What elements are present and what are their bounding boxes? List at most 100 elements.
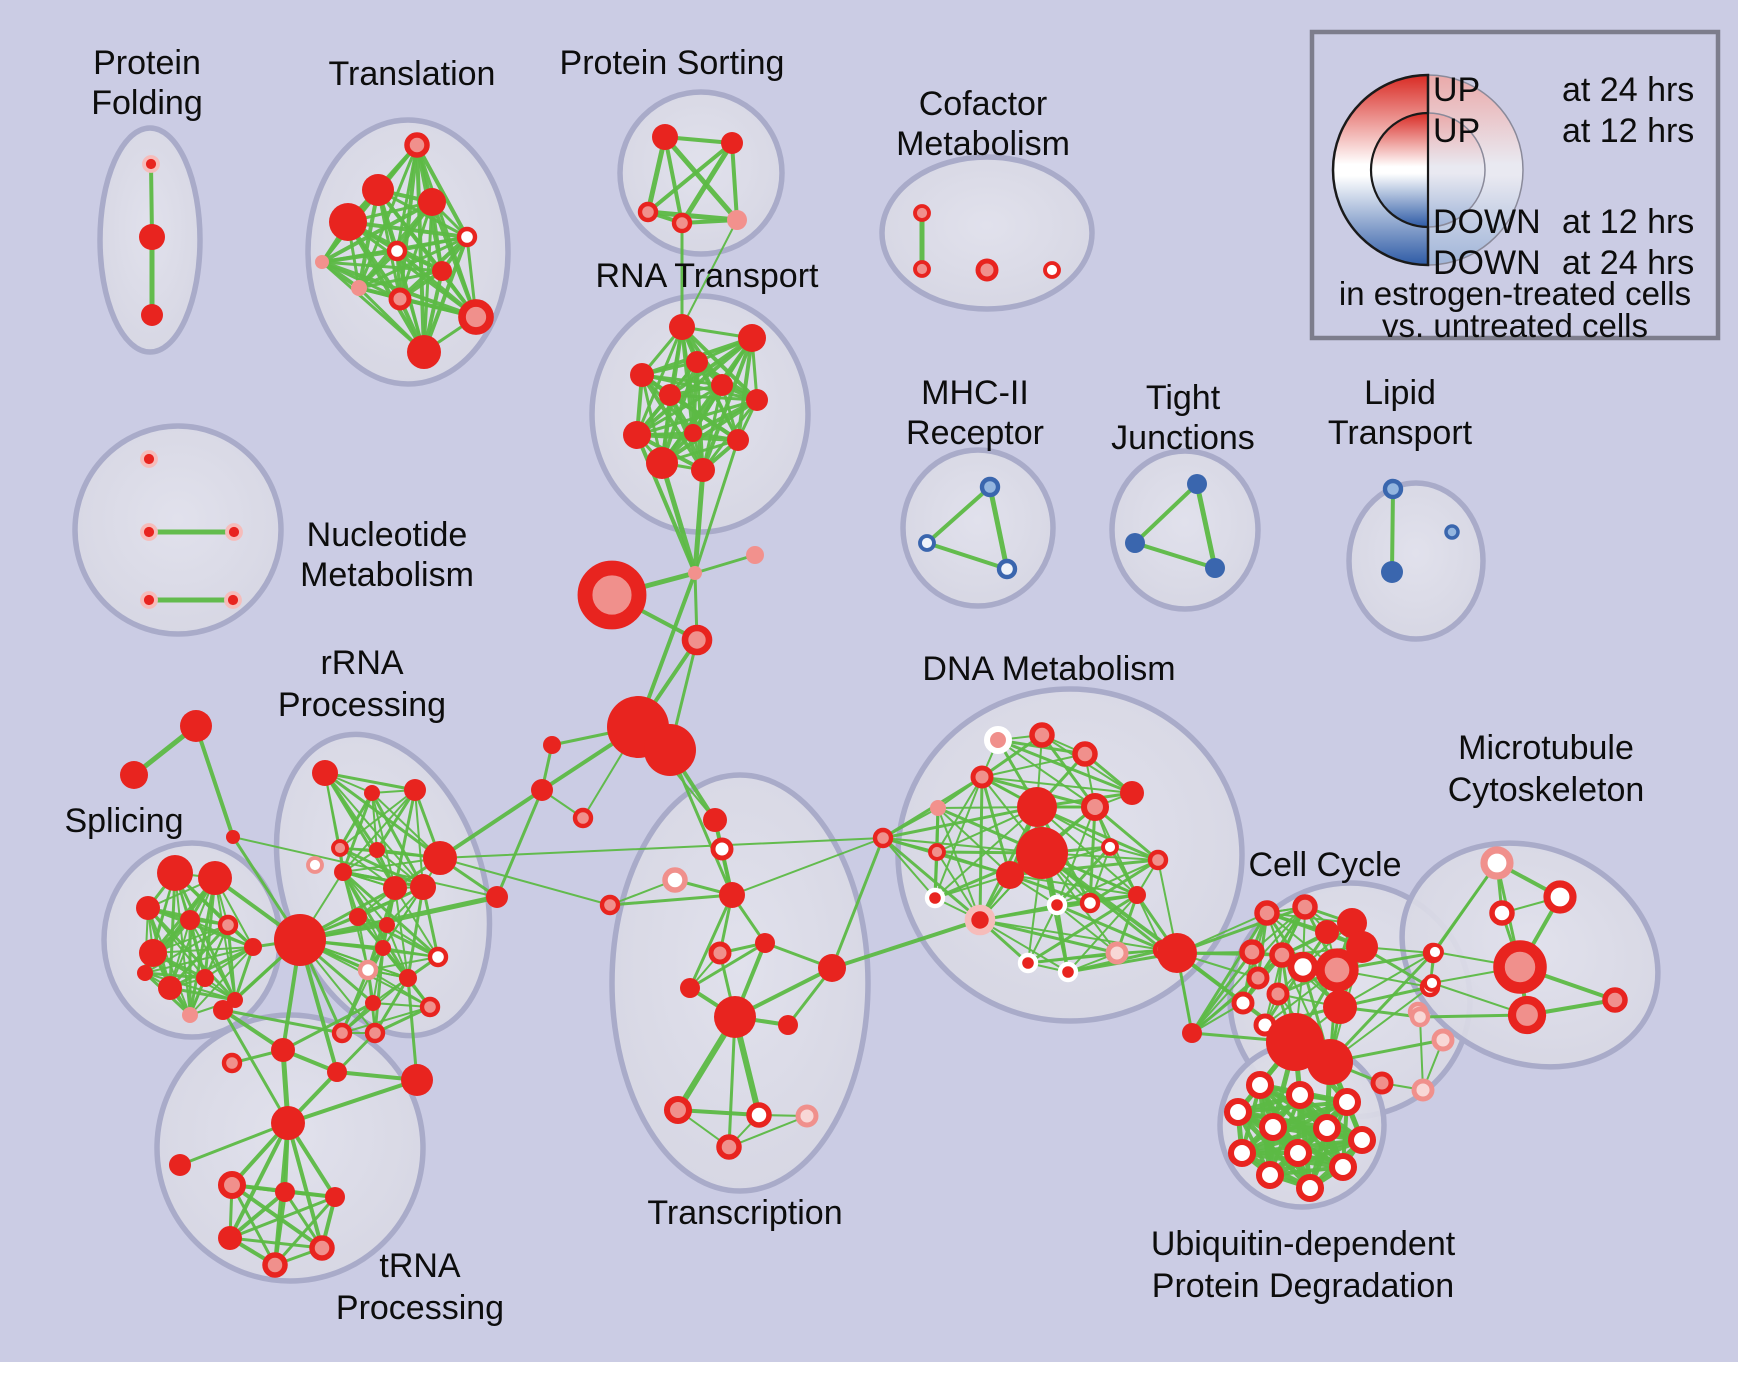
legend-inner-circle-strong bbox=[1369, 111, 1430, 229]
network-node-st2 bbox=[120, 761, 148, 789]
network-node-rr3 bbox=[404, 779, 426, 801]
network-node-ub4 bbox=[1223, 1097, 1253, 1127]
network-node-sp9 bbox=[158, 976, 182, 1000]
network-edge bbox=[692, 467, 706, 576]
network-node-sp7 bbox=[244, 938, 262, 956]
network-node-rt8 bbox=[623, 421, 651, 449]
network-edge bbox=[415, 143, 426, 354]
cluster-ellipse-cofactor-metabolism bbox=[879, 154, 1095, 312]
network-node-rr18 bbox=[419, 996, 441, 1018]
network-node-rt11 bbox=[646, 447, 678, 479]
network-node-tx6 bbox=[755, 933, 775, 953]
network-node-sp6 bbox=[139, 939, 167, 967]
network-edge bbox=[646, 141, 734, 214]
network-edge bbox=[688, 893, 734, 990]
network-node-rr16 bbox=[399, 969, 417, 987]
network-node-pf1 bbox=[142, 155, 160, 173]
network-node-rr9 bbox=[349, 908, 367, 926]
network-edge bbox=[144, 946, 254, 974]
network-edge bbox=[339, 789, 416, 849]
cluster-label-tight-junctions: Tight bbox=[1146, 379, 1221, 417]
cluster-label-cofactor-metabolism: Metabolism bbox=[896, 125, 1070, 163]
network-node-tx15 bbox=[716, 1134, 742, 1160]
cluster-ellipse-tight-junctions bbox=[1109, 448, 1261, 612]
network-node-ub3 bbox=[1332, 1087, 1362, 1117]
network-node-rr6 bbox=[369, 842, 385, 858]
network-node-ub5 bbox=[1258, 1112, 1288, 1142]
cluster-label-rna-transport: RNA Transport bbox=[596, 257, 820, 295]
network-node-ub2 bbox=[1285, 1080, 1315, 1110]
network-node-tn6 bbox=[401, 1064, 433, 1096]
network-edge bbox=[415, 143, 469, 239]
network-edge bbox=[882, 837, 936, 899]
network-edge bbox=[338, 791, 374, 850]
network-node-nm4 bbox=[140, 591, 158, 609]
network-node-rt2 bbox=[738, 324, 766, 352]
network-edge bbox=[663, 135, 684, 225]
network-edge bbox=[393, 788, 417, 890]
cluster-label-transcription: Transcription bbox=[647, 1194, 842, 1232]
network-node-tl2 bbox=[362, 174, 394, 206]
network-node-rr15 bbox=[357, 959, 379, 981]
cluster-ellipse-mhc-ii-receptor bbox=[900, 447, 1056, 609]
network-edge bbox=[934, 806, 1038, 899]
network-node-sp10 bbox=[196, 969, 214, 987]
network-node-sp12 bbox=[182, 1007, 198, 1023]
network-edge bbox=[1419, 1016, 1424, 1091]
network-edge bbox=[342, 871, 388, 926]
cluster-label-nucleotide-metabolism: Metabolism bbox=[300, 556, 474, 594]
network-node-dm2 bbox=[1029, 722, 1055, 748]
network-edge bbox=[341, 870, 425, 889]
network-edge bbox=[1026, 893, 1139, 965]
network-node-cc10 bbox=[1323, 990, 1357, 1024]
network-edge bbox=[281, 1001, 375, 1052]
cluster-label-trna-processing: Processing bbox=[336, 1289, 504, 1327]
network-node-ub8 bbox=[1227, 1138, 1257, 1168]
network-edge bbox=[979, 919, 1069, 973]
network-edge bbox=[230, 1183, 324, 1250]
network-edge bbox=[937, 807, 1011, 876]
network-edge bbox=[1027, 904, 1058, 964]
network-node-tj2 bbox=[1125, 533, 1145, 553]
network-node-rr10 bbox=[379, 917, 395, 933]
network-node-cf1 bbox=[913, 204, 931, 222]
network-edge bbox=[221, 1008, 285, 1052]
network-node-tj3 bbox=[1205, 558, 1225, 578]
network-node-cc16 bbox=[1411, 1078, 1435, 1102]
network-node-rr11 bbox=[410, 874, 436, 900]
network-node-tx5 bbox=[599, 894, 621, 916]
network-node-hx8 bbox=[531, 779, 553, 801]
network-node-lt2 bbox=[1381, 561, 1403, 583]
network-edge bbox=[668, 393, 740, 442]
legend-time-label-2: at 12 hrs bbox=[1562, 203, 1694, 241]
network-node-hx9 bbox=[572, 807, 594, 829]
network-node-tn3 bbox=[221, 1052, 243, 1074]
network-node-pf3 bbox=[141, 304, 163, 326]
network-node-tx10 bbox=[778, 1015, 798, 1035]
network-node-cc13 bbox=[1231, 991, 1255, 1015]
network-edge bbox=[608, 893, 734, 907]
network-node-ub1 bbox=[1245, 1070, 1275, 1100]
network-node-dm7 bbox=[928, 843, 946, 861]
network-edge bbox=[1190, 911, 1269, 1035]
network-node-rt7 bbox=[746, 389, 768, 411]
network-node-ccB bbox=[1307, 1039, 1353, 1085]
network-edge bbox=[679, 140, 735, 226]
network-node-rt3 bbox=[686, 351, 708, 373]
network-node-tx14 bbox=[795, 1104, 819, 1128]
network-edge bbox=[152, 946, 254, 954]
network-edge bbox=[422, 235, 469, 354]
network-node-dm11 bbox=[1080, 792, 1110, 822]
network-edge bbox=[727, 1015, 737, 1149]
network-edge bbox=[981, 753, 1086, 778]
cluster-label-splicing: Splicing bbox=[64, 802, 183, 840]
legend-direction-label-0: UP bbox=[1433, 71, 1480, 109]
cluster-ellipse-lipid-transport bbox=[1346, 480, 1486, 642]
network-edge bbox=[936, 776, 983, 853]
network-edge bbox=[323, 771, 417, 792]
network-edge bbox=[1040, 851, 1179, 955]
network-node-mt1 bbox=[1480, 846, 1514, 880]
cluster-label-translation: Translation bbox=[329, 55, 496, 93]
network-edge bbox=[1390, 487, 1395, 574]
